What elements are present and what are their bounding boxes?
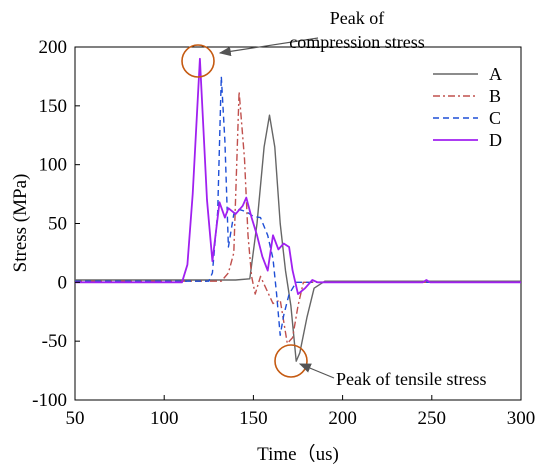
compression-peak-label-line1: Peak of [330,8,384,28]
y-tick-label: 150 [39,96,68,117]
y-tick-label: 0 [58,272,68,293]
x-tick-label: 250 [418,408,447,429]
y-tick-label: 100 [39,155,68,176]
legend-label-A: A [489,64,502,84]
series-layer [75,57,521,362]
series-line-B [75,91,521,345]
series-line-A [75,114,521,362]
tensile-peak-circle [274,344,308,378]
legend-label-D: D [489,130,502,150]
ticks-layer: 50 100 150 200 250 300 -100 -50 0 50 100 150 200 [32,37,535,429]
compression-peak-arrow [218,37,319,57]
tensile-peak-label: Peak of tensile stress [336,369,486,389]
compression-peak-circle [181,44,215,78]
y-tick-label: -50 [42,331,67,352]
x-tick-label: 300 [507,408,536,429]
y-tick-label: 200 [39,37,68,58]
x-axis-title: Time（us) [257,443,339,465]
y-axis-title: Stress (MPa) [10,174,31,273]
x-tick-label: 200 [328,408,357,429]
compression-peak-label-line2: compression stress [289,32,424,52]
y-tick-label: 50 [48,214,67,235]
x-tick-label: 150 [239,408,268,429]
series-line-D [75,57,521,295]
tensile-peak-arrow [298,363,335,379]
x-tick-label: 100 [150,408,179,429]
legend-label-B: B [489,86,501,106]
x-tick-label: 50 [66,408,85,429]
series-line-C [75,75,521,336]
legend-label-C: C [489,108,501,128]
y-tick-label: -100 [32,390,67,411]
